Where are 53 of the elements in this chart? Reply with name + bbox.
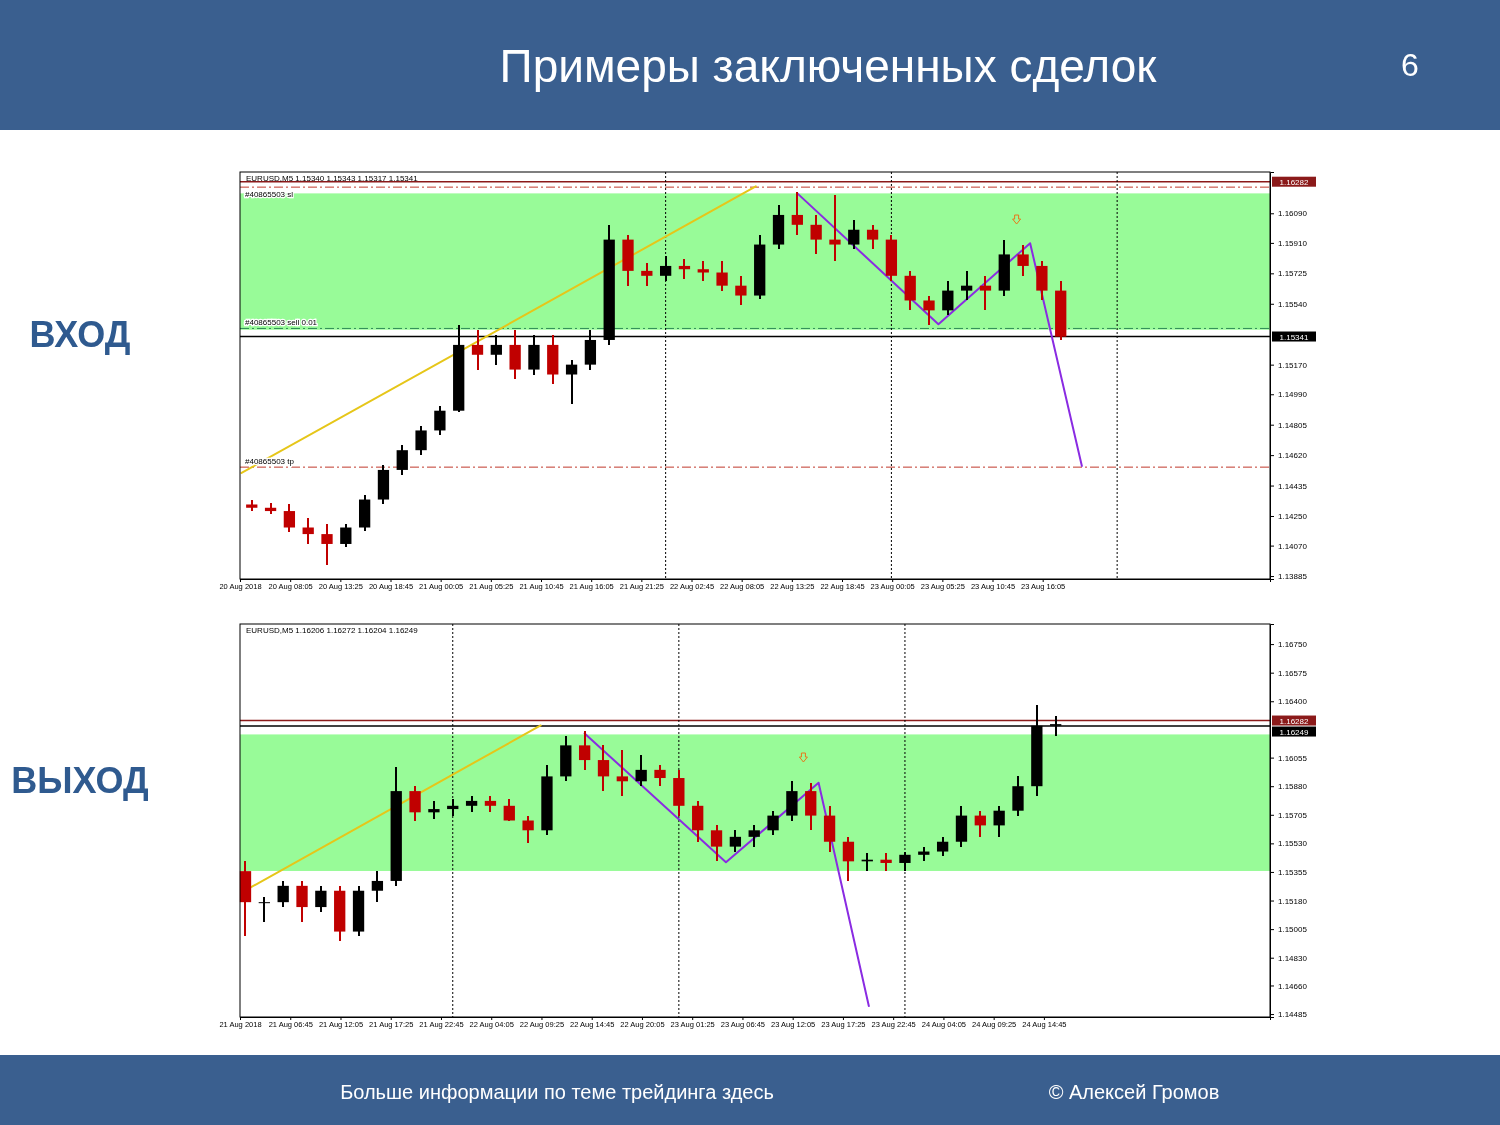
text: Больше информации по теме трейдинга здесь bbox=[340, 1081, 774, 1103]
candlestick bbox=[1012, 775, 1024, 817]
y-tick-label: 1.15170 bbox=[1278, 360, 1308, 370]
ref-line-label: #40865503 sl bbox=[245, 190, 294, 200]
y-tick-label: 1.14660 bbox=[1278, 981, 1308, 991]
y-tick-label: 1.16750 bbox=[1278, 640, 1308, 650]
candlestick bbox=[923, 294, 935, 327]
y-tick-label: 1.14485 bbox=[1278, 1010, 1308, 1020]
annotation: EURUSD,M5 1.16206 1.16272 1.16204 1.16249 bbox=[246, 626, 419, 635]
ref-line-label: 1.15341 bbox=[1279, 332, 1310, 342]
y-tick-label: 1.15705 bbox=[1278, 810, 1308, 820]
text: © Алексей Громов bbox=[1048, 1081, 1220, 1103]
y-tick-label: 1.15540 bbox=[1278, 299, 1308, 309]
y-tick-label: 1.14250 bbox=[1278, 512, 1308, 522]
ref-line-label: 1.16282 bbox=[1279, 177, 1310, 187]
ref-line-label: #40865503 sell 0.01 bbox=[245, 318, 318, 328]
candlestick bbox=[246, 498, 258, 513]
y-tick-label: 1.16055 bbox=[1278, 753, 1308, 763]
chart-title: Примеры заключенных сделок bbox=[499, 40, 1158, 92]
candlestick bbox=[1017, 243, 1029, 277]
ref-line-label: 1.16282 bbox=[1279, 716, 1310, 726]
ref-line-label: 1.16249 bbox=[1279, 727, 1310, 737]
text: 6 bbox=[1401, 47, 1419, 83]
line-series bbox=[796, 192, 1083, 467]
y-tick-label: 1.15725 bbox=[1278, 269, 1308, 279]
candlestick bbox=[786, 780, 798, 822]
y-axis-title: ВХОД bbox=[29, 314, 131, 356]
y-tick-label: 1.16400 bbox=[1278, 697, 1308, 707]
candlestick bbox=[509, 329, 521, 381]
y-tick-label: 1.14620 bbox=[1278, 451, 1308, 461]
y-axis-title: ВЫХОД bbox=[11, 759, 149, 801]
candlestick bbox=[415, 424, 427, 457]
y-tick-label: 1.16090 bbox=[1278, 209, 1308, 219]
candlestick bbox=[810, 213, 822, 256]
y-tick-label: 1.14435 bbox=[1278, 481, 1308, 491]
candlestick bbox=[735, 274, 747, 307]
candlestick bbox=[321, 523, 333, 567]
y-tick-label: 1.15355 bbox=[1278, 868, 1308, 878]
y-tick-label: 1.14990 bbox=[1278, 390, 1308, 400]
y-tick-label: 1.13885 bbox=[1278, 572, 1308, 582]
y-tick-label: 1.14070 bbox=[1278, 541, 1308, 551]
line-series bbox=[583, 732, 870, 1008]
candlestick bbox=[1036, 260, 1048, 302]
candlestick bbox=[697, 260, 709, 282]
y-tick-label: 1.15530 bbox=[1278, 839, 1308, 849]
y-tick-label: 1.15005 bbox=[1278, 925, 1308, 935]
y-tick-label: 1.14805 bbox=[1278, 420, 1308, 430]
annotation: EURUSD,M5 1.15340 1.15343 1.15317 1.15341 bbox=[246, 174, 419, 183]
y-tick-label: 1.15880 bbox=[1278, 782, 1308, 792]
y-tick-label: 1.15180 bbox=[1278, 896, 1308, 906]
y-tick-label: 1.15910 bbox=[1278, 238, 1308, 248]
y-tick-label: 1.16575 bbox=[1278, 668, 1308, 678]
y-tick-label: 1.14830 bbox=[1278, 953, 1308, 963]
